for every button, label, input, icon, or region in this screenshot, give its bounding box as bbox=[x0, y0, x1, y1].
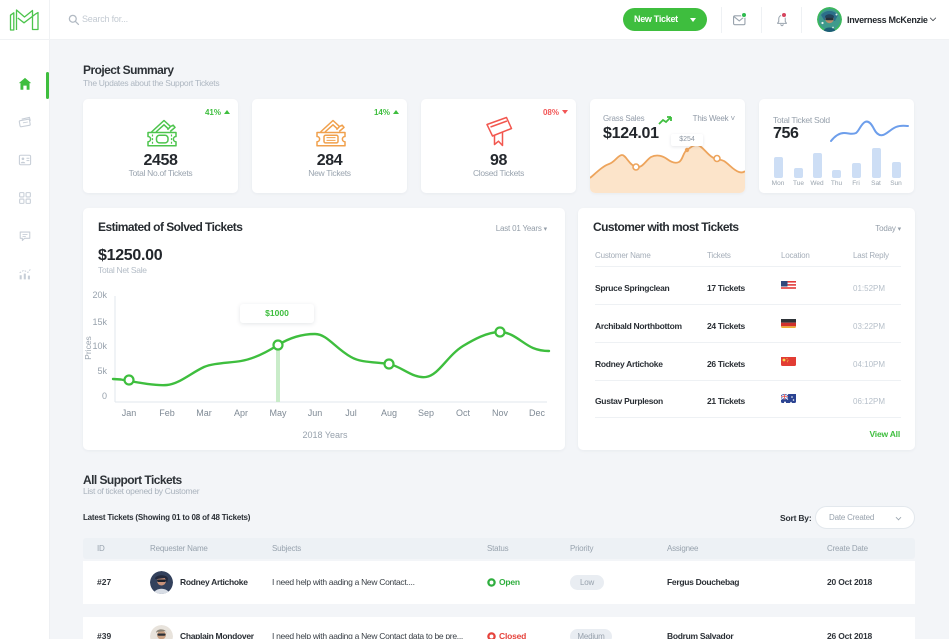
svg-text:Jan: Jan bbox=[122, 408, 137, 418]
svg-text:0: 0 bbox=[102, 391, 107, 401]
svg-text:Jul: Jul bbox=[345, 408, 357, 418]
svg-text:Mar: Mar bbox=[196, 408, 212, 418]
svg-text:Oct: Oct bbox=[456, 408, 471, 418]
svg-text:Jun: Jun bbox=[308, 408, 323, 418]
svg-text:Feb: Feb bbox=[159, 408, 175, 418]
svg-text:Dec: Dec bbox=[529, 408, 546, 418]
svg-text:10k: 10k bbox=[92, 341, 107, 351]
svg-text:Aug: Aug bbox=[381, 408, 397, 418]
svg-text:Apr: Apr bbox=[234, 408, 248, 418]
svg-text:20k: 20k bbox=[92, 290, 107, 300]
svg-text:5k: 5k bbox=[97, 366, 107, 376]
svg-text:2018 Years: 2018 Years bbox=[302, 430, 348, 440]
svg-text:Prices: Prices bbox=[83, 336, 93, 360]
svg-text:Sep: Sep bbox=[418, 408, 434, 418]
svg-text:May: May bbox=[269, 408, 287, 418]
svg-text:15k: 15k bbox=[92, 317, 107, 327]
svg-text:Nov: Nov bbox=[492, 408, 509, 418]
